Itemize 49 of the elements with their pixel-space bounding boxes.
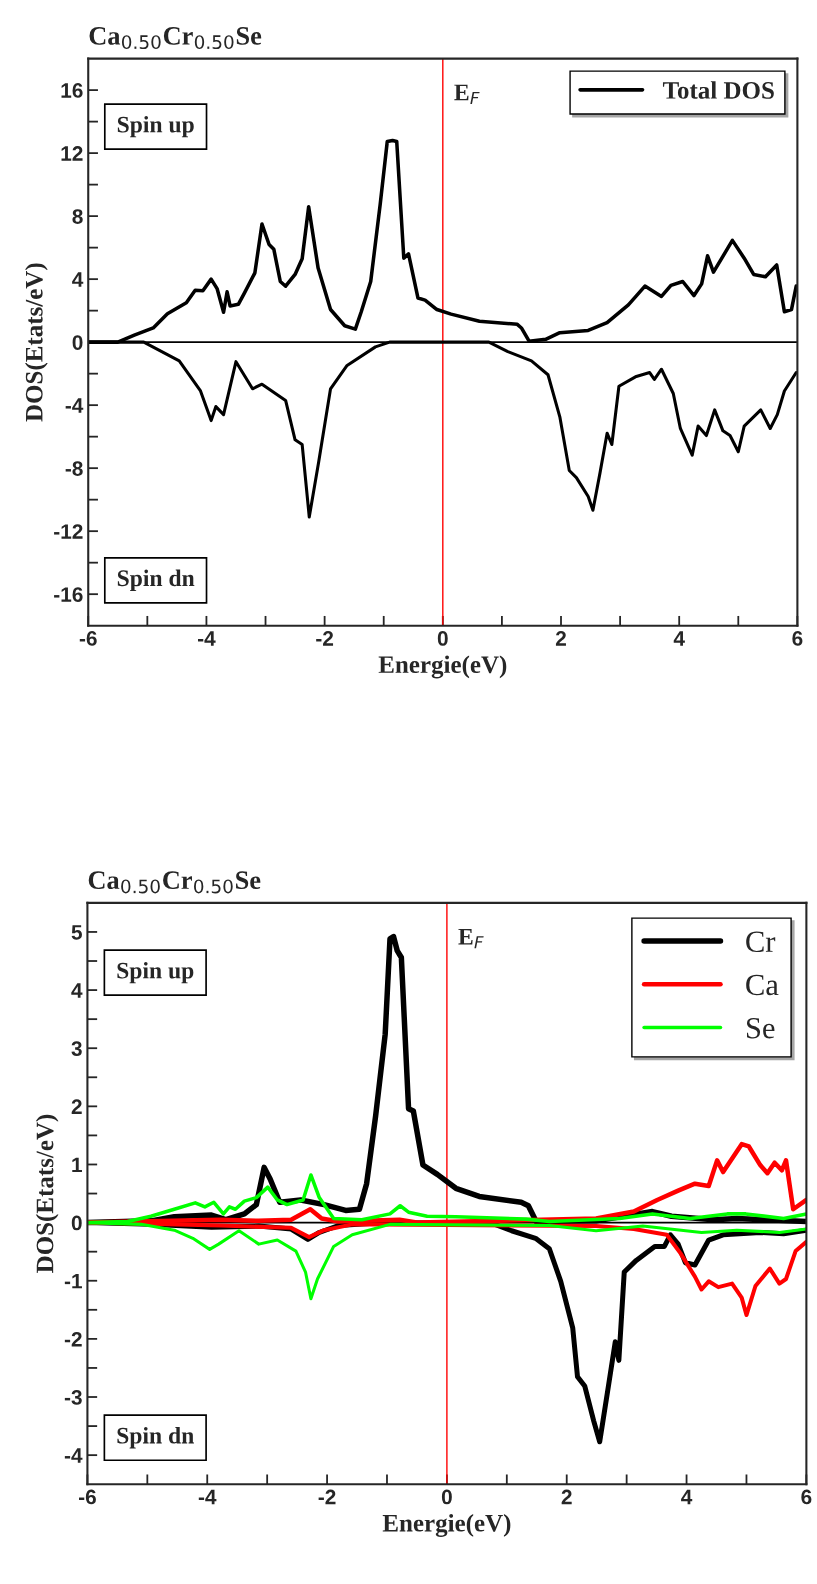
x-tick-label: 4	[681, 1489, 693, 1505]
chart-title: Ca$_{0.50}$Cr$_{0.50}$Se	[88, 871, 261, 894]
y-tick-label: 12	[61, 146, 83, 161]
y-tick-label: 3	[71, 1041, 82, 1056]
y-tick-label: 0	[71, 1215, 82, 1231]
x-tick-label: -2	[318, 1489, 336, 1505]
x-axis-title: Energie(eV)	[382, 1514, 511, 1537]
y-tick-label: -16	[54, 587, 83, 602]
x-tick-label: 6	[801, 1489, 812, 1505]
y-tick-label: 8	[72, 209, 83, 224]
y-tick-label: 5	[71, 925, 82, 940]
x-tick-label: -2	[316, 631, 334, 646]
annotation: Spin dn	[117, 1427, 194, 1449]
x-tick-label: 0	[441, 1489, 452, 1505]
legend-label: Cr	[746, 931, 776, 953]
y-tick-label: -4	[64, 1448, 83, 1463]
y-axis-title: DOS(Etats/eV)	[25, 263, 48, 422]
y-tick-label: 2	[71, 1099, 82, 1114]
legend-label: Se	[746, 1017, 775, 1039]
annotation: Spin up	[117, 961, 194, 984]
x-tick-label: -6	[78, 1489, 96, 1505]
y-tick-label: 16	[61, 83, 83, 98]
legend-label: Ca	[746, 974, 779, 996]
x-tick-label: 2	[561, 1489, 572, 1505]
x-axis-title: Energie(eV)	[378, 655, 507, 679]
ref-line-label: E$_{F}$	[458, 928, 484, 949]
y-tick-label: -4	[65, 398, 84, 413]
x-tick-label: 2	[555, 631, 566, 646]
legend-label: Total DOS	[662, 81, 774, 99]
chart-title: Ca$_{0.50}$Cr$_{0.50}$Se	[89, 27, 262, 50]
x-tick-label: 0	[437, 631, 448, 646]
y-tick-label: -3	[64, 1390, 82, 1405]
y-tick-label: 0	[72, 335, 83, 350]
y-tick-label: -1	[64, 1273, 82, 1289]
ref-line-label: E$_{F}$	[454, 84, 480, 105]
annotation: Spin dn	[117, 569, 195, 592]
x-tick-label: -6	[79, 631, 97, 646]
y-tick-label: -8	[65, 461, 83, 476]
y-tick-label: 4	[71, 983, 83, 998]
y-axis-title: DOS(Etats/eV)	[35, 1114, 59, 1273]
y-tick-label: -12	[54, 524, 83, 539]
annotation: Spin up	[117, 115, 194, 138]
y-tick-label: -2	[64, 1331, 82, 1347]
y-tick-label: 4	[72, 272, 84, 287]
y-tick-label: 1	[72, 1157, 82, 1173]
x-tick-label: -4	[197, 631, 216, 646]
x-tick-label: 4	[673, 631, 685, 646]
x-tick-label: 6	[792, 631, 803, 646]
x-tick-label: -4	[198, 1489, 217, 1505]
